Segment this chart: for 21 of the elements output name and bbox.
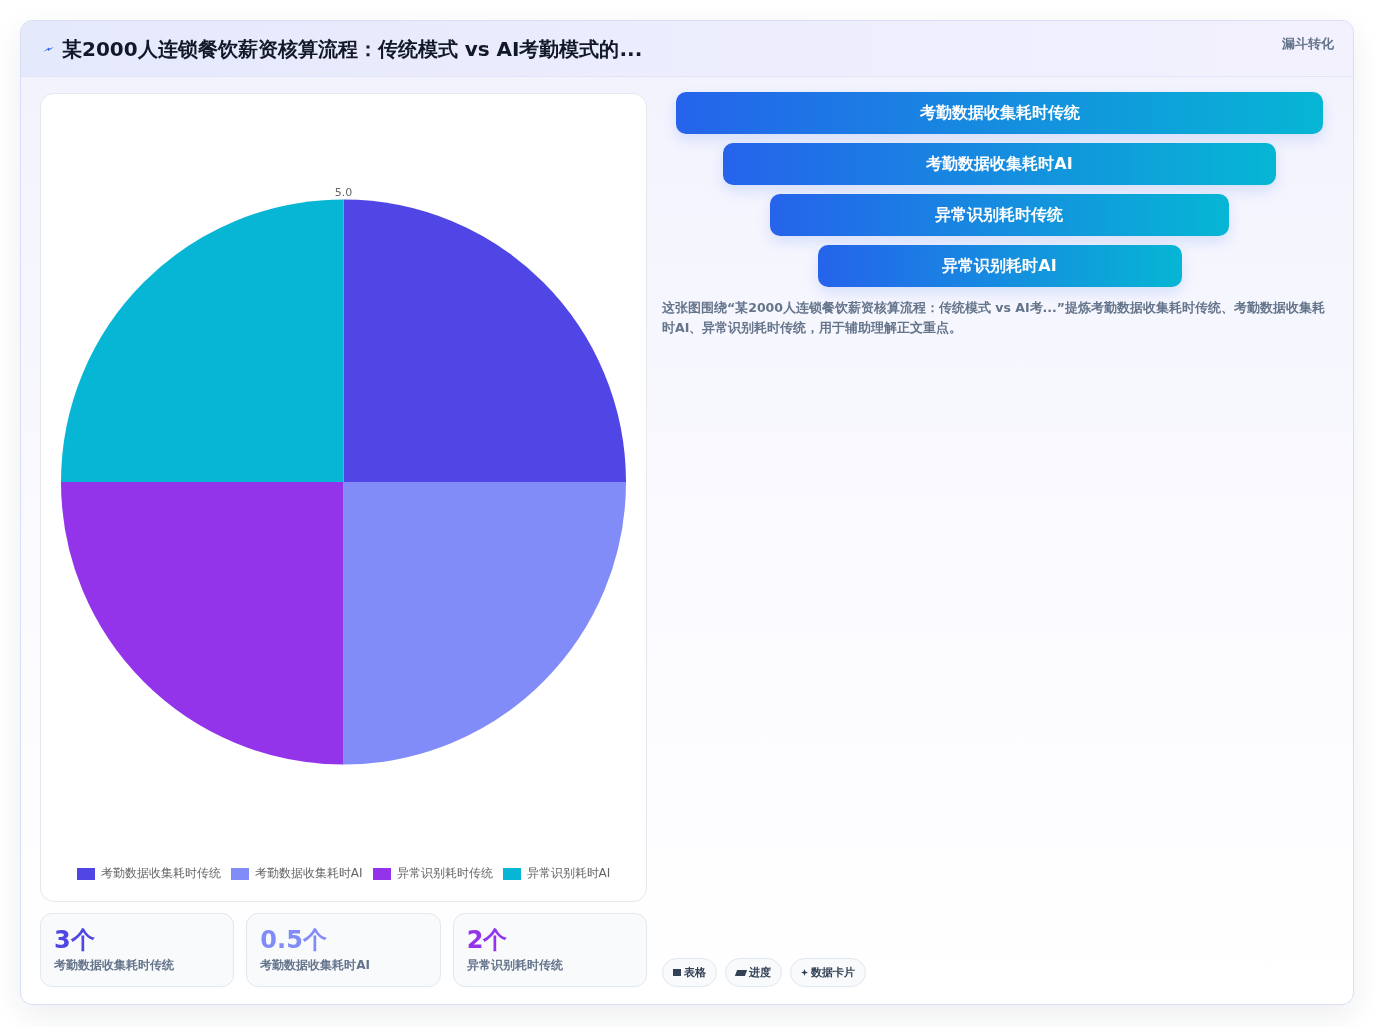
category-label: 考勤数据收集耗时传统 <box>54 957 175 974</box>
data-label: 0.5个 <box>260 925 328 956</box>
legend-label: 考勤数据收集耗时传统 <box>100 865 221 882</box>
text: 进度 <box>749 965 771 980</box>
legend-label: 考勤数据收集耗时AI <box>254 865 363 882</box>
text: 漏斗转化 <box>1282 35 1334 53</box>
category-label: 异常识别耗时AI <box>817 245 1182 287</box>
category-label: 考勤数据收集耗时传统 <box>676 92 1323 134</box>
category-label: 考勤数据收集耗时AI <box>260 957 372 974</box>
legend-label: 异常识别耗时AI <box>526 865 611 882</box>
data-label: 2个 <box>466 925 509 956</box>
text: 表格 <box>684 965 706 980</box>
chart-title: 某2000人连锁餐饮薪资核算流程：传统模式 vs AI考勤模式的... <box>62 36 643 63</box>
category-label: 异常识别耗时传统 <box>466 957 564 974</box>
text: 数据卡片 <box>811 965 855 980</box>
data-label: 3个 <box>54 925 96 956</box>
text: 5.0 <box>334 185 353 199</box>
legend-label: 异常识别耗时传统 <box>396 865 493 882</box>
category-label: 考勤数据收集耗时AI <box>723 143 1276 185</box>
text: 这张图围绕“某2000人连锁餐饮薪资核算流程：传统模式 vs AI考...”提炼考勤数据收集耗时传统、考勤数据收集耗时AI、异常识别耗时传统，用于辅助理解正文重点。 <box>662 299 1327 337</box>
category-label: 异常识别耗时传统 <box>770 194 1229 236</box>
